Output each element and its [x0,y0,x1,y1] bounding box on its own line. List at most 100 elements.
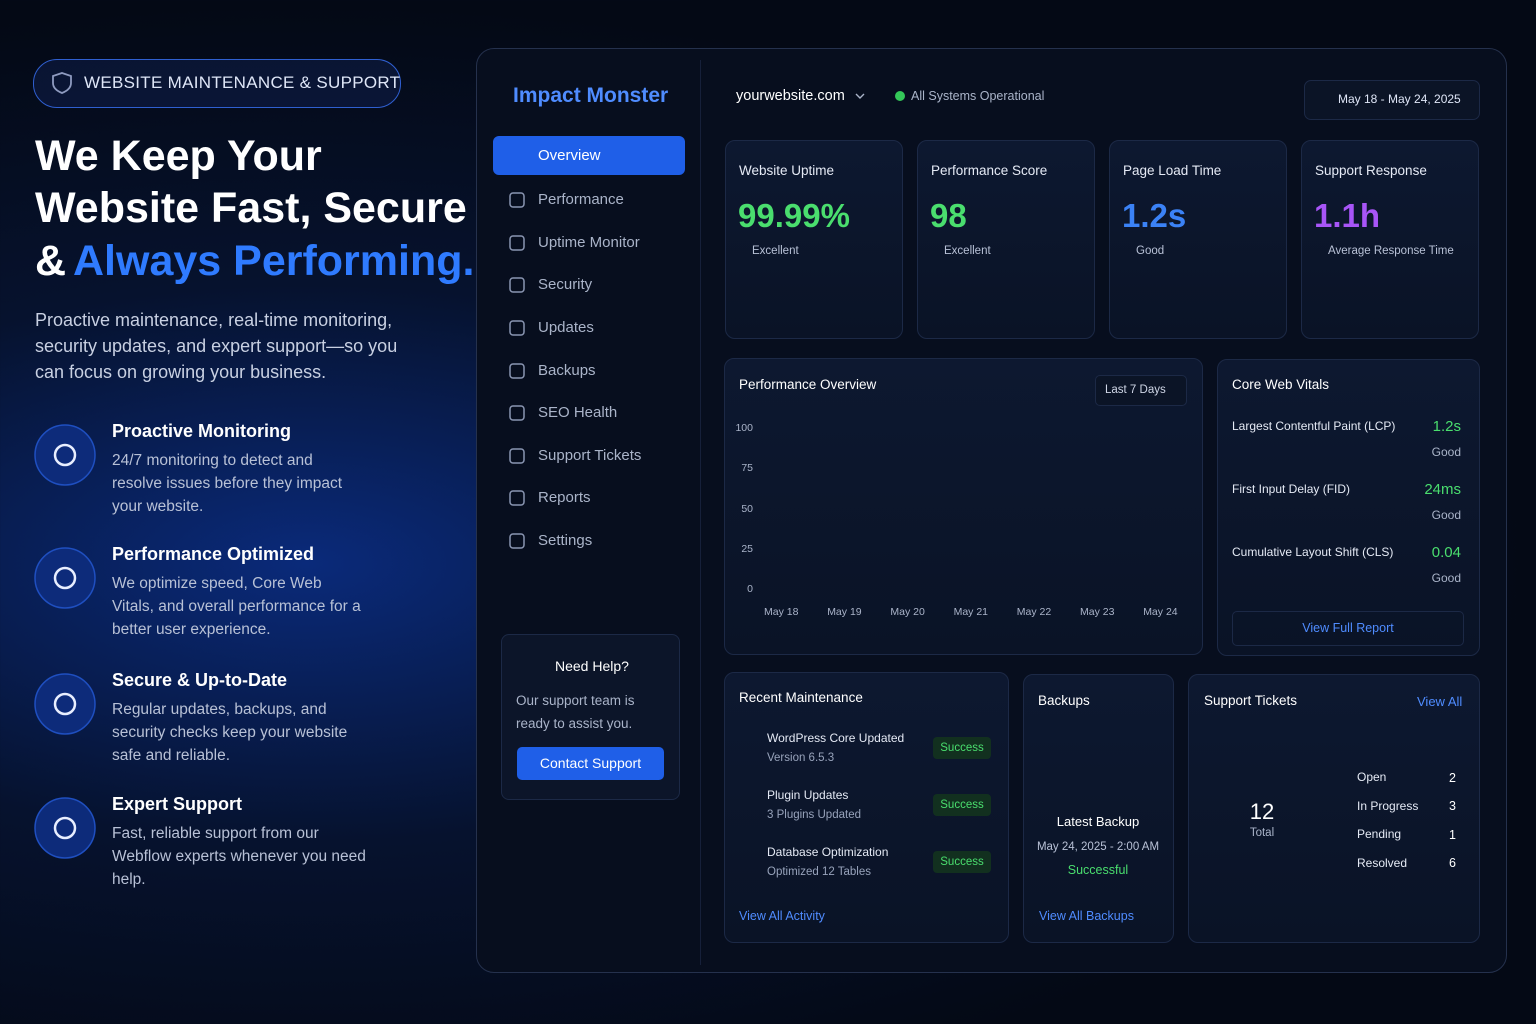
metric-value: 1.2s [1122,196,1187,234]
hero-title-highlight: Always Performing. [73,237,475,286]
range-dropdown[interactable] [1095,375,1187,406]
brand: Impact Monster [513,84,669,108]
feature-icon [34,547,96,609]
maintenance-item-title: Plugin Updates [767,788,849,803]
metric-status: Average Response Time [1328,244,1454,257]
feature-text: Regular updates, backups, and security c… [112,701,348,764]
legend-value: 6 [1449,856,1456,871]
legend-value: 1 [1449,827,1456,842]
site-selector[interactable]: yourwebsite.com [736,87,845,104]
feature-icon [34,424,96,486]
x-tick-label: May 22 [1016,606,1052,619]
maintenance-item-subtitle: Optimized 12 Tables [767,865,871,878]
legend-name: Open [1357,770,1387,785]
tickets-card [1188,674,1480,943]
feature-text: We optimize speed, Core Web Vitals, and … [112,575,361,638]
vital-label: First Input Delay (FID) [1232,482,1351,497]
badge [33,59,401,108]
contact-button[interactable]: Contact Support [517,747,664,780]
feature-title: Performance Optimized [112,544,315,565]
help-text: Our support team is ready to assist you. [516,693,635,731]
feature-title: Secure & Up-to-Date [112,670,288,691]
backup-date: May 24, 2025 - 2:00 AM [1036,840,1160,853]
maintenance-item-subtitle: 3 Plugins Updated [767,808,861,821]
maintenance-item-title: WordPress Core Updated [767,731,905,746]
legend-value: 2 [1449,770,1456,785]
nav-item[interactable]: Reports [538,489,591,507]
x-tick-label: May 24 [1143,606,1178,619]
metric-card [1109,140,1287,339]
legend-name: Resolved [1357,855,1408,870]
hero-title: We Keep Your [35,132,322,181]
tickets-total-label: Total [1249,826,1275,839]
y-tick-label: 100 [735,422,753,435]
hero-description: Proactive maintenance, real-time monitor… [35,310,398,382]
legend-value: 3 [1449,799,1456,814]
metric-card [725,140,903,339]
perf-card [724,358,1203,655]
metric-status: Excellent [944,244,991,257]
vital-value: 1.2s [1432,418,1461,436]
nav-item[interactable]: Settings [538,532,593,550]
nav-item[interactable]: Uptime Monitor [538,234,640,252]
feature-icon-glyph [53,566,77,590]
x-tick-label: May 23 [1080,606,1115,619]
nav-item[interactable]: Updates [538,319,594,337]
nav-item[interactable]: SEO Health [538,404,618,422]
y-tick-label: 0 [747,583,753,596]
vitals-card [1217,359,1480,656]
vital-status: Good [1431,445,1461,460]
metric-value: 99.99% [738,196,850,234]
metric-label: Website Uptime [739,163,835,179]
nav-active-bg [493,136,685,175]
metric-status: Good [1136,244,1165,257]
tickets-link[interactable]: View All [1417,693,1463,709]
backups-title: Backups [1038,693,1090,709]
metric-label: Support Response [1315,163,1427,179]
nav-item[interactable]: Security [538,276,593,294]
y-tick-label: 75 [741,462,753,475]
y-tick-label: 25 [741,542,753,555]
backup-label: Latest Backup [1056,813,1140,829]
perf-title: Performance Overview [739,377,877,393]
maintenance-title: Recent Maintenance [739,690,863,706]
feature-title: Expert Support [112,794,243,815]
x-tick-label: May 18 [764,606,799,619]
vital-value: 24ms [1424,481,1461,499]
maintenance-item-subtitle: Version 6.5.3 [767,751,835,764]
vital-label: Cumulative Layout Shift (CLS) [1232,545,1394,560]
backups-link[interactable]: View All Backups [1039,908,1134,923]
nav-item[interactable]: Performance [538,191,624,209]
backups-card [1023,674,1174,943]
feature-icon-glyph [53,692,77,716]
maintenance-link[interactable]: View All Activity [739,908,825,923]
metric-label: Page Load Time [1123,163,1222,179]
status-badge: Success [933,851,991,873]
badge-text: WEBSITE MAINTENANCE & SUPPORT [84,72,401,92]
vitals-link[interactable]: View Full Report [1232,611,1464,646]
nav-item[interactable]: Backups [538,362,596,380]
range-label: Last 7 Days [1105,383,1166,396]
metric-label: Performance Score [931,163,1048,179]
y-tick-label: 50 [741,502,753,515]
feature-text: 24/7 monitoring to detect and resolve is… [112,452,343,515]
date-picker[interactable] [1304,80,1480,120]
feature-icon-glyph [53,443,77,467]
nav-item[interactable]: Overview [538,147,601,165]
feature-icon [34,797,96,859]
metric-value: 98 [930,196,967,234]
vital-label: Largest Contentful Paint (LCP) [1232,419,1396,434]
legend-name: Pending [1357,827,1402,842]
metric-card [1301,140,1479,339]
hero-title: Website Fast, Secure [35,184,467,233]
backup-status: Successful [1067,862,1129,877]
status-badge: Success [933,794,991,816]
help-title: Need Help? [555,657,629,674]
vital-value: 0.04 [1431,544,1461,562]
vital-status: Good [1431,571,1461,586]
status-badge: Success [933,737,991,759]
nav-item[interactable]: Support Tickets [538,447,642,465]
vitals-title: Core Web Vitals [1232,377,1330,393]
